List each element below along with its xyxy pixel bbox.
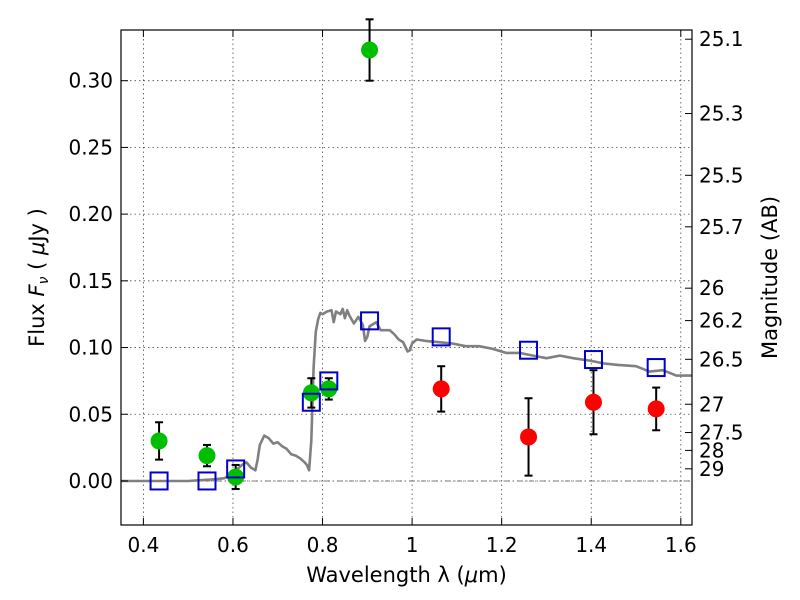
- red_photometry-point: [647, 400, 665, 418]
- model_bandpass-point: [149, 471, 169, 491]
- y-tick-label: 0.05: [68, 402, 113, 426]
- y-tick-label: 0.00: [68, 469, 113, 493]
- model_bandpass-point: [319, 371, 339, 391]
- x-axis-label: Wavelength λ (μm): [306, 563, 507, 587]
- green_photometry-point: [150, 432, 168, 450]
- y-tick-label: 0.25: [68, 135, 113, 159]
- y-axis-label: Flux Fν ( μJy ): [25, 208, 52, 347]
- green_photometry-point: [198, 447, 216, 465]
- data-markers: [149, 41, 666, 491]
- magnitude-tick-label: 28: [699, 438, 724, 462]
- red_photometry-point: [520, 428, 538, 446]
- magnitude-tick-label: 25.7: [699, 215, 744, 239]
- magnitude-tick-label: 26: [699, 276, 724, 300]
- error-bars: [155, 18, 661, 490]
- green_photometry-point: [361, 41, 379, 59]
- model_bandpass-point: [646, 358, 666, 378]
- plot-frame: [120, 29, 693, 526]
- grid-lines: [121, 30, 692, 525]
- x-tick-label: 0.8: [307, 533, 339, 557]
- model_bandpass-point: [360, 311, 380, 331]
- y-tick-label: 0.30: [68, 69, 113, 93]
- magnitude-tick-label: 25.1: [699, 27, 744, 51]
- red_photometry-point: [584, 393, 602, 411]
- magnitude-tick-label: 29: [699, 457, 724, 481]
- magnitude-axis-label: Magnitude (AB): [758, 196, 782, 359]
- magnitude-tick-label: 26.2: [699, 309, 744, 333]
- x-tick-label: 0.4: [127, 533, 159, 557]
- y-tick-label: 0.10: [68, 336, 113, 360]
- model_bandpass-point: [431, 327, 451, 347]
- red_photometry-point: [432, 380, 450, 398]
- magnitude-tick-label: 25.3: [699, 102, 744, 126]
- model_bandpass-point: [301, 392, 321, 412]
- model_bandpass-point: [519, 340, 539, 360]
- magnitude-tick-label: 25.5: [699, 163, 744, 187]
- axis-ticks: [121, 30, 692, 525]
- model-sed-line: [121, 307, 692, 483]
- x-tick-label: 1.6: [665, 533, 697, 557]
- model-sed-layer: [121, 307, 692, 483]
- y-tick-label: 0.15: [68, 269, 113, 293]
- x-tick-label: 1.4: [575, 533, 607, 557]
- x-tick-label: 0.6: [217, 533, 249, 557]
- model_bandpass-point: [226, 459, 246, 479]
- model_bandpass-point: [583, 350, 603, 370]
- magnitude-tick-label: 26.5: [699, 347, 744, 371]
- magnitude-tick-label: 27: [699, 392, 724, 416]
- x-tick-label: 1.2: [486, 533, 518, 557]
- magnitude-tick-label: 27.5: [699, 421, 744, 445]
- y-tick-label: 0.20: [68, 202, 113, 226]
- model_bandpass-point: [197, 471, 217, 491]
- x-tick-label: 1: [406, 533, 419, 557]
- tick-labels: 0.4 0.6 0.8 1 1.2 1.4 1.6 0.00 0.05 0.10 0.15 0.20 0…: [68, 27, 743, 557]
